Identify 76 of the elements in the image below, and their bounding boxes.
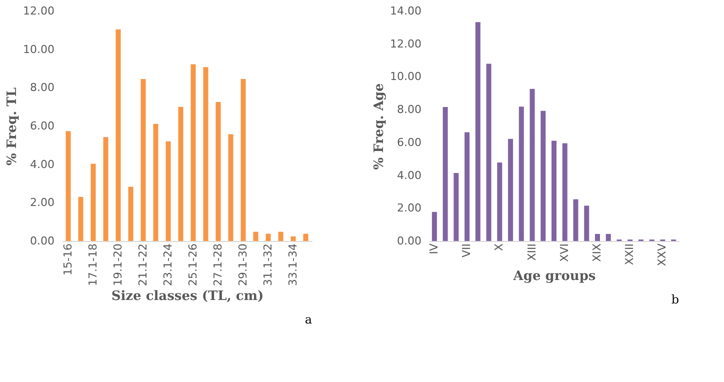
bar [140,79,146,241]
bar [454,172,459,241]
bar [562,143,568,241]
bar [153,124,158,241]
y-tick-label: 0.00 [30,234,54,248]
text: a [304,312,312,326]
bar [552,140,556,241]
bar [240,79,246,241]
x-tick-label: 25.1-26 [186,244,200,286]
x-tick-label: 29.1-30 [236,244,250,286]
x-tick-label: 33.1-34 [286,244,300,286]
x-tick-label: 27.1-28 [211,244,224,286]
y-tick-label: 0.00 [397,234,422,248]
x-tick-label: 31.1-32 [261,244,274,286]
bar [573,199,578,241]
y-axis-title: % Freq. TL [5,88,20,166]
bar [278,232,284,241]
x-tick-label: IV [427,243,440,254]
bar [216,102,221,241]
y-tick-label: 4.00 [30,158,54,171]
x-tick-label: XIX [590,243,604,262]
y-tick-label: 4.00 [397,168,422,182]
x-tick-label: 23.1-24 [161,244,174,286]
y-tick-label: 14.00 [390,4,422,18]
x-tick-label: XVI [558,244,571,262]
bar [432,212,437,241]
bar [303,234,308,241]
bar [253,232,258,241]
bar [475,22,480,241]
bar [584,206,590,241]
y-tick-label: 6.00 [397,136,422,149]
bar [166,141,171,241]
x-axis-title: Age groups [512,269,596,284]
bar [228,134,234,241]
x-tick-label: XIII [525,244,538,261]
bar [66,131,71,241]
bar [540,110,546,241]
y-tick-label: 12.00 [390,37,422,50]
y-tick-label: 6.00 [30,120,54,132]
bar [530,88,535,241]
y-tick-label: 8.00 [30,81,54,94]
x-tick-label: 19.1-20 [111,244,124,286]
y-tick-label: 12.00 [23,4,54,18]
x-tick-label: X [492,243,506,252]
bar [178,106,184,241]
bar [508,138,514,241]
bar [266,234,271,241]
x-tick-label: VII [460,244,474,258]
bar [190,64,196,241]
y-tick-label: 2.00 [30,196,54,210]
bar [594,234,600,241]
bar [90,164,96,241]
bar [78,196,84,241]
y-tick-label: 10.00 [390,70,422,84]
y-tick-label: 10.00 [23,42,54,56]
x-tick-label: 21.1-22 [136,244,150,286]
y-tick-label: 2.00 [397,202,422,215]
bar [442,106,448,241]
text: b [671,292,680,307]
bar [116,29,121,241]
bar [518,106,524,241]
bar [103,137,108,241]
bar [497,162,502,241]
y-tick-label: 8.00 [397,103,422,116]
y-axis-title: % Freq. Age [372,83,388,170]
bar [290,236,296,241]
bar [486,64,492,241]
x-tick-label: XXV [656,243,669,266]
x-tick-label: XXII [623,244,636,266]
bar [128,186,134,241]
bar [606,234,611,241]
x-tick-label: 17.1-18 [86,244,100,286]
x-axis-title: Size classes (TL, cm) [111,288,264,304]
x-tick-label: 15-16 [61,244,74,276]
bar [464,132,470,241]
bar [203,67,208,241]
